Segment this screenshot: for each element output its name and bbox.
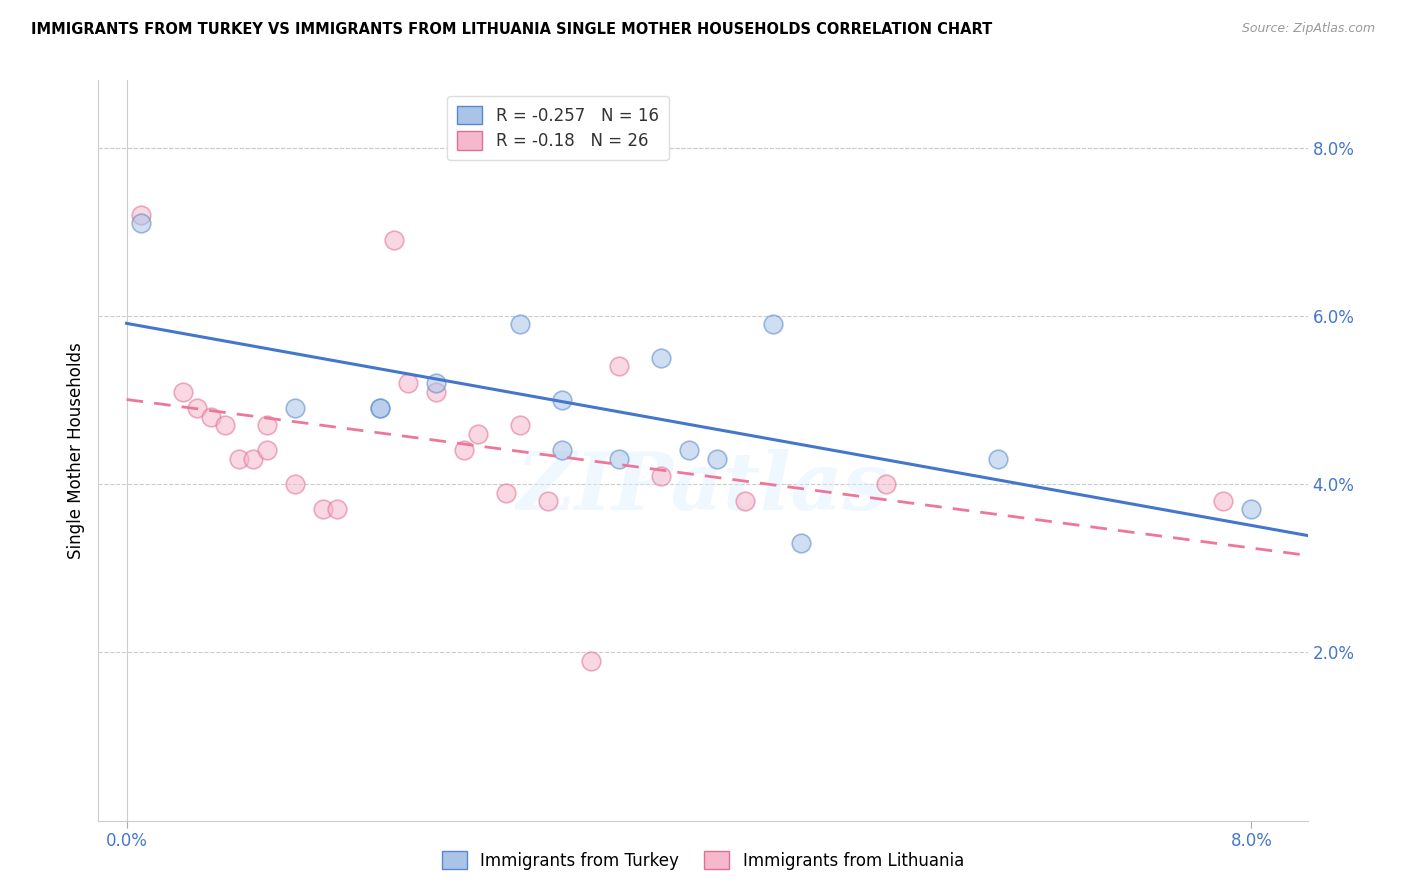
Point	[607, 359, 630, 374]
Text: IMMIGRANTS FROM TURKEY VS IMMIGRANTS FROM LITHUANIA SINGLE MOTHER HOUSEHOLDS COR: IMMIGRANTS FROM TURKEY VS IMMIGRANTS FRO…	[31, 22, 993, 37]
Point	[396, 376, 419, 391]
Y-axis label: Single Mother Households: Single Mother Households	[66, 343, 84, 558]
Point	[509, 418, 531, 433]
Point	[453, 443, 475, 458]
Point	[368, 401, 391, 416]
Point	[382, 233, 405, 247]
Point	[242, 451, 264, 466]
Point	[579, 654, 602, 668]
Point	[678, 443, 700, 458]
Point	[762, 318, 785, 332]
Point	[650, 351, 672, 365]
Point	[706, 451, 728, 466]
Point	[129, 216, 152, 230]
Point	[284, 477, 307, 491]
Point	[312, 502, 335, 516]
Point	[228, 451, 250, 466]
Point	[200, 409, 222, 424]
Point	[650, 468, 672, 483]
Point	[987, 451, 1010, 466]
Point	[284, 401, 307, 416]
Text: Source: ZipAtlas.com: Source: ZipAtlas.com	[1241, 22, 1375, 36]
Point	[1240, 502, 1263, 516]
Point	[875, 477, 897, 491]
Point	[186, 401, 208, 416]
Point	[734, 494, 756, 508]
Point	[214, 418, 236, 433]
Legend: R = -0.257   N = 16, R = -0.18   N = 26: R = -0.257 N = 16, R = -0.18 N = 26	[447, 96, 669, 160]
Point	[326, 502, 349, 516]
Point	[537, 494, 560, 508]
Text: ZIPatlas: ZIPatlas	[517, 449, 889, 526]
Point	[425, 384, 447, 399]
Point	[467, 426, 489, 441]
Point	[1212, 494, 1234, 508]
Point	[607, 451, 630, 466]
Point	[256, 443, 278, 458]
Point	[129, 208, 152, 222]
Point	[551, 443, 574, 458]
Legend: Immigrants from Turkey, Immigrants from Lithuania: Immigrants from Turkey, Immigrants from …	[436, 845, 970, 877]
Point	[256, 418, 278, 433]
Point	[368, 401, 391, 416]
Point	[425, 376, 447, 391]
Point	[495, 485, 517, 500]
Point	[172, 384, 194, 399]
Point	[551, 392, 574, 407]
Point	[790, 536, 813, 550]
Point	[509, 318, 531, 332]
